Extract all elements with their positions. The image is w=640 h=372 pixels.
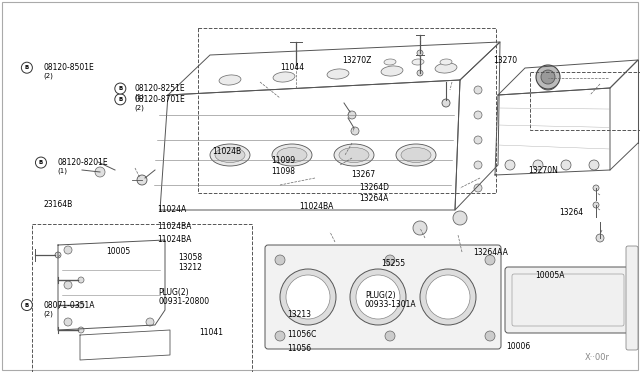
Text: 11024A: 11024A bbox=[157, 205, 187, 214]
Text: (2): (2) bbox=[44, 311, 53, 317]
Text: PLUG(2): PLUG(2) bbox=[159, 288, 189, 297]
Text: 00933-1301A: 00933-1301A bbox=[365, 300, 417, 309]
Circle shape bbox=[593, 202, 599, 208]
Text: 13270Z: 13270Z bbox=[342, 56, 372, 65]
Text: B: B bbox=[25, 65, 29, 70]
Ellipse shape bbox=[381, 66, 403, 76]
Circle shape bbox=[542, 74, 554, 86]
FancyBboxPatch shape bbox=[265, 245, 501, 349]
Circle shape bbox=[21, 62, 33, 73]
Circle shape bbox=[533, 160, 543, 170]
Circle shape bbox=[474, 161, 482, 169]
Circle shape bbox=[55, 252, 61, 258]
Circle shape bbox=[561, 160, 571, 170]
Ellipse shape bbox=[440, 59, 452, 65]
Ellipse shape bbox=[435, 63, 457, 73]
Text: 11024BA: 11024BA bbox=[157, 235, 192, 244]
Ellipse shape bbox=[339, 148, 369, 163]
Text: 13264AA: 13264AA bbox=[474, 248, 508, 257]
Circle shape bbox=[64, 246, 72, 254]
Circle shape bbox=[115, 94, 126, 105]
Circle shape bbox=[78, 277, 84, 283]
Circle shape bbox=[275, 331, 285, 341]
Text: 11041: 11041 bbox=[199, 328, 223, 337]
Ellipse shape bbox=[272, 144, 312, 166]
Ellipse shape bbox=[401, 148, 431, 163]
Text: 11098: 11098 bbox=[271, 167, 296, 176]
Text: 11024BA: 11024BA bbox=[300, 202, 334, 211]
Circle shape bbox=[589, 160, 599, 170]
FancyBboxPatch shape bbox=[505, 267, 631, 333]
Circle shape bbox=[115, 83, 126, 94]
Circle shape bbox=[505, 160, 515, 170]
Circle shape bbox=[286, 275, 330, 319]
Circle shape bbox=[417, 70, 423, 76]
Text: 08071-0351A: 08071-0351A bbox=[44, 301, 95, 310]
Text: 08120-8701E: 08120-8701E bbox=[134, 95, 185, 104]
Circle shape bbox=[417, 50, 423, 56]
Circle shape bbox=[21, 299, 33, 311]
Text: 11056C: 11056C bbox=[287, 330, 316, 339]
Text: 00931-20800: 00931-20800 bbox=[159, 297, 210, 306]
Circle shape bbox=[474, 136, 482, 144]
Circle shape bbox=[485, 255, 495, 265]
Circle shape bbox=[78, 302, 84, 308]
Circle shape bbox=[474, 111, 482, 119]
Text: 11099: 11099 bbox=[271, 156, 296, 165]
Text: (2): (2) bbox=[44, 73, 53, 79]
Circle shape bbox=[413, 221, 427, 235]
Ellipse shape bbox=[210, 144, 250, 166]
Text: 11024B: 11024B bbox=[212, 147, 242, 156]
Circle shape bbox=[420, 269, 476, 325]
Circle shape bbox=[137, 175, 147, 185]
Text: 11056: 11056 bbox=[287, 344, 311, 353]
Circle shape bbox=[426, 275, 470, 319]
Ellipse shape bbox=[396, 144, 436, 166]
Circle shape bbox=[474, 184, 482, 192]
Text: (1): (1) bbox=[58, 168, 68, 174]
Text: 11024BA: 11024BA bbox=[157, 222, 192, 231]
Circle shape bbox=[385, 255, 395, 265]
Circle shape bbox=[78, 327, 84, 333]
Text: 08120-8251E: 08120-8251E bbox=[134, 84, 185, 93]
Text: B: B bbox=[118, 86, 122, 91]
Circle shape bbox=[348, 111, 356, 119]
Circle shape bbox=[35, 157, 47, 168]
Text: 23164B: 23164B bbox=[44, 200, 73, 209]
Circle shape bbox=[146, 318, 154, 326]
Text: 13267: 13267 bbox=[351, 170, 375, 179]
Circle shape bbox=[442, 99, 450, 107]
Circle shape bbox=[538, 70, 558, 90]
Text: 13264A: 13264A bbox=[360, 194, 389, 203]
Ellipse shape bbox=[215, 148, 245, 163]
Circle shape bbox=[95, 167, 105, 177]
Circle shape bbox=[536, 65, 560, 89]
Text: 10005A: 10005A bbox=[535, 271, 564, 280]
Circle shape bbox=[541, 70, 555, 84]
Text: 13058: 13058 bbox=[178, 253, 202, 262]
Text: PLUG(2): PLUG(2) bbox=[365, 291, 396, 300]
Text: 13212: 13212 bbox=[178, 263, 202, 272]
Circle shape bbox=[350, 269, 406, 325]
Ellipse shape bbox=[384, 59, 396, 65]
Text: 10005: 10005 bbox=[106, 247, 131, 256]
Text: 13264: 13264 bbox=[559, 208, 584, 217]
Ellipse shape bbox=[327, 69, 349, 79]
Ellipse shape bbox=[412, 59, 424, 65]
Text: 13270: 13270 bbox=[493, 56, 518, 65]
Circle shape bbox=[275, 255, 285, 265]
Circle shape bbox=[596, 234, 604, 242]
Circle shape bbox=[385, 331, 395, 341]
Text: 10006: 10006 bbox=[506, 342, 531, 351]
Text: 08120-8201E: 08120-8201E bbox=[58, 158, 108, 167]
Text: 13213: 13213 bbox=[287, 310, 311, 319]
Text: X··00r: X··00r bbox=[585, 353, 610, 362]
Circle shape bbox=[351, 127, 359, 135]
Text: 13264D: 13264D bbox=[360, 183, 390, 192]
Circle shape bbox=[593, 185, 599, 191]
Circle shape bbox=[485, 331, 495, 341]
Text: B: B bbox=[39, 160, 43, 165]
Circle shape bbox=[453, 211, 467, 225]
Circle shape bbox=[474, 86, 482, 94]
